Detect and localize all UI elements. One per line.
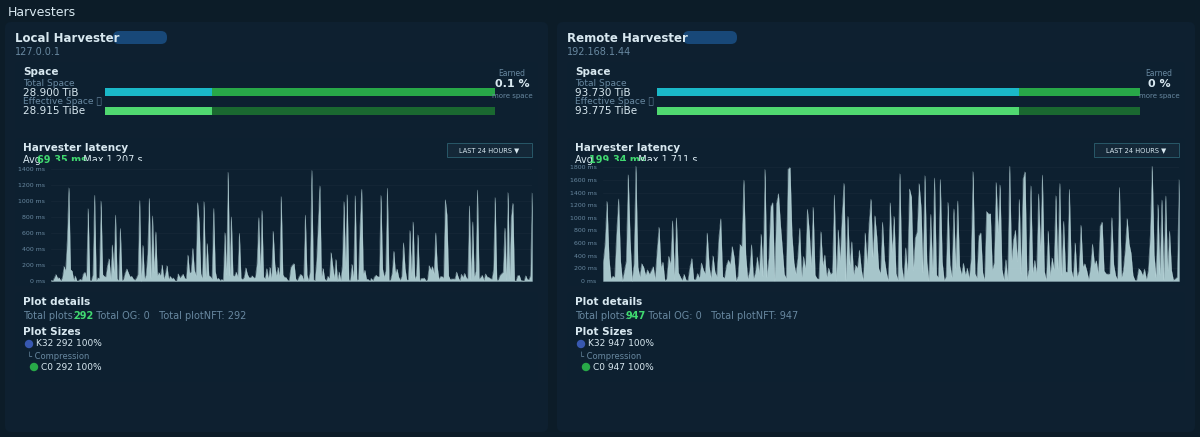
- Text: Avg: Avg: [575, 155, 596, 165]
- FancyBboxPatch shape: [446, 143, 532, 157]
- Text: Max 1.207 s: Max 1.207 s: [77, 155, 143, 165]
- FancyBboxPatch shape: [568, 292, 1186, 382]
- Bar: [212, 107, 496, 115]
- Text: LAST 24 HOURS ▼: LAST 24 HOURS ▼: [1106, 147, 1166, 153]
- FancyBboxPatch shape: [1094, 143, 1178, 157]
- Bar: [658, 107, 1019, 115]
- FancyBboxPatch shape: [1136, 65, 1182, 127]
- Text: 292: 292: [73, 311, 94, 321]
- FancyBboxPatch shape: [113, 31, 167, 44]
- Text: Plot Sizes: Plot Sizes: [575, 327, 632, 337]
- Text: Effective Space ⓘ: Effective Space ⓘ: [575, 97, 654, 107]
- Text: 192.168.1.44: 192.168.1.44: [568, 47, 631, 57]
- Text: 947: 947: [625, 311, 646, 321]
- Text: Total plots:: Total plots:: [23, 311, 79, 321]
- Text: └ Compression: └ Compression: [28, 351, 89, 361]
- FancyBboxPatch shape: [14, 62, 538, 130]
- Text: 93.775 TiBe: 93.775 TiBe: [575, 106, 637, 116]
- Text: Total Space: Total Space: [23, 80, 74, 89]
- Text: 0 %: 0 %: [1147, 79, 1170, 89]
- FancyBboxPatch shape: [568, 62, 1186, 130]
- Circle shape: [577, 340, 584, 347]
- Bar: [1019, 107, 1140, 115]
- Bar: [106, 88, 212, 96]
- Text: C0 292 100%: C0 292 100%: [41, 363, 102, 371]
- Text: C0 947 100%: C0 947 100%: [593, 363, 654, 371]
- Text: 127.0.0.1: 127.0.0.1: [14, 47, 61, 57]
- Text: Plot details: Plot details: [575, 297, 642, 307]
- Text: 0.1 %: 0.1 %: [494, 79, 529, 89]
- Circle shape: [582, 364, 589, 371]
- Text: Total Space: Total Space: [575, 80, 626, 89]
- Text: 199.34 ms: 199.34 ms: [589, 155, 646, 165]
- Bar: [1094, 143, 1178, 157]
- Bar: [446, 143, 532, 157]
- Text: 93.730 TiB: 93.730 TiB: [575, 88, 631, 98]
- Bar: [1019, 88, 1140, 96]
- Text: Harvester latency: Harvester latency: [575, 143, 680, 153]
- Text: Local Harvester: Local Harvester: [14, 31, 120, 45]
- FancyBboxPatch shape: [557, 22, 1195, 432]
- Text: └ Compression: └ Compression: [580, 351, 641, 361]
- Text: 28.915 TiBe: 28.915 TiBe: [23, 106, 85, 116]
- Text: Plot details: Plot details: [23, 297, 90, 307]
- Text: Effective Space ⓘ: Effective Space ⓘ: [23, 97, 102, 107]
- Text: more space: more space: [492, 93, 533, 99]
- Text: Harvesters: Harvesters: [8, 6, 76, 18]
- Text: Total plots:: Total plots:: [575, 311, 631, 321]
- Text: more space: more space: [1139, 93, 1180, 99]
- FancyBboxPatch shape: [490, 65, 535, 127]
- Text: 28.900 TiB: 28.900 TiB: [23, 88, 78, 98]
- Text: Remote Harvester: Remote Harvester: [568, 31, 688, 45]
- FancyBboxPatch shape: [683, 31, 737, 44]
- Text: Space: Space: [23, 67, 59, 77]
- Text: Harvester latency: Harvester latency: [23, 143, 128, 153]
- Text: Earned: Earned: [1146, 69, 1172, 77]
- Text: Space: Space: [575, 67, 611, 77]
- Text: Avg: Avg: [23, 155, 44, 165]
- Text: Total OG: 0   Total plotNFT: 947: Total OG: 0 Total plotNFT: 947: [642, 311, 798, 321]
- Bar: [106, 107, 212, 115]
- Circle shape: [25, 340, 32, 347]
- Text: LAST 24 HOURS ▼: LAST 24 HOURS ▼: [458, 147, 520, 153]
- Text: Plot Sizes: Plot Sizes: [23, 327, 80, 337]
- Bar: [212, 88, 496, 96]
- FancyBboxPatch shape: [568, 138, 1186, 286]
- Text: K32 292 100%: K32 292 100%: [36, 340, 102, 348]
- Text: Max 1.711 s: Max 1.711 s: [632, 155, 697, 165]
- Text: 69.35 ms: 69.35 ms: [37, 155, 86, 165]
- FancyBboxPatch shape: [14, 138, 538, 286]
- Text: K32 947 100%: K32 947 100%: [588, 340, 654, 348]
- Circle shape: [30, 364, 37, 371]
- Text: Earned: Earned: [498, 69, 526, 77]
- FancyBboxPatch shape: [5, 22, 548, 432]
- Bar: [658, 88, 1019, 96]
- FancyBboxPatch shape: [14, 292, 538, 382]
- Text: Total OG: 0   Total plotNFT: 292: Total OG: 0 Total plotNFT: 292: [90, 311, 246, 321]
